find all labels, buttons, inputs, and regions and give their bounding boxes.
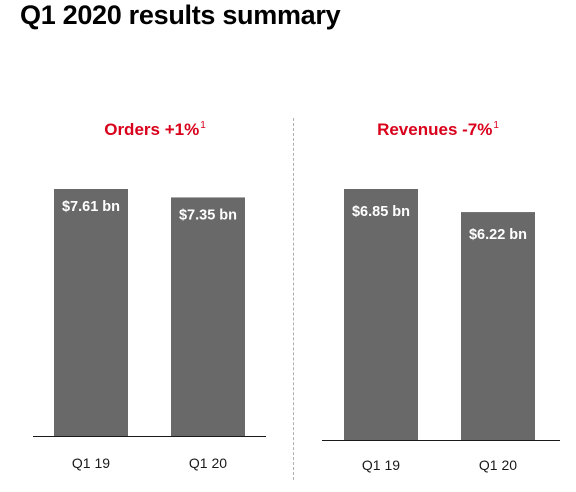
page-title: Q1 2020 results summary [20,0,341,30]
orders-tick-label-1: Q1 20 [189,455,227,471]
orders-bar-q1-20 [171,197,245,436]
revenues-bar-q1-20 [461,212,535,440]
orders-data-label-1: $7.35 bn [179,207,237,223]
revenues-tick-label-1: Q1 20 [479,457,517,473]
revenues-bar-q1-19 [344,189,418,440]
orders-title-footnote: 1 [200,120,206,131]
orders-data-label-0: $7.61 bn [62,199,120,215]
revenues-data-label-1: $6.22 bn [469,227,527,243]
revenues-title-footnote: 1 [493,120,499,131]
revenues-data-label-0: $6.85 bn [352,204,410,220]
orders-bar-q1-19 [54,189,128,436]
panel-divider [293,118,294,480]
orders-tick-label-0: Q1 19 [72,455,110,471]
revenues-chart-title-text: Revenues -7% [377,120,493,139]
orders-chart-title-text: Orders +1% [104,120,200,139]
revenues-chart-title: Revenues -7%1 [318,120,558,140]
revenues-tick-label-0: Q1 19 [362,457,400,473]
orders-chart-title: Orders +1%1 [40,120,270,140]
